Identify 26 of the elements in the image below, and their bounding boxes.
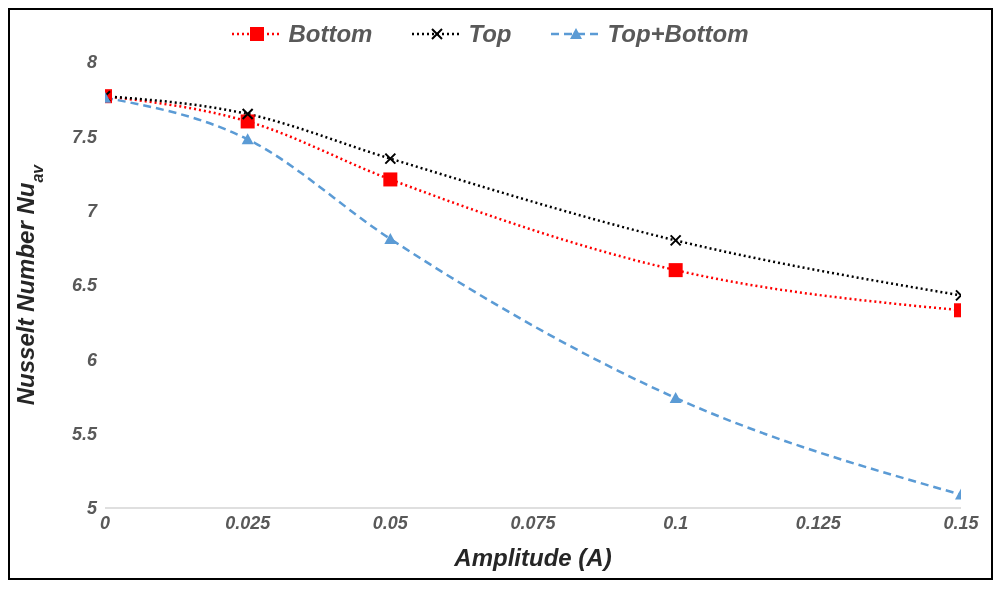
point bbox=[241, 108, 254, 121]
point bbox=[668, 263, 683, 278]
x-tick-label: 0.025 bbox=[225, 512, 272, 533]
x-tick-label: 0.1 bbox=[663, 512, 689, 533]
x-tick-label: 0.125 bbox=[795, 512, 842, 533]
x-tick-label: 0.075 bbox=[510, 512, 557, 533]
point bbox=[383, 172, 398, 187]
y-tick-label: 6.5 bbox=[71, 275, 98, 296]
y-tick-label: 6 bbox=[86, 349, 98, 370]
point bbox=[669, 391, 682, 403]
x-tick-label: 0.15 bbox=[943, 512, 980, 533]
y-tick-label: 5 bbox=[86, 498, 98, 519]
point bbox=[669, 234, 682, 247]
legend-label: Bottom bbox=[288, 20, 373, 48]
legend-label: Top bbox=[468, 20, 512, 48]
y-tick-label: 5.5 bbox=[71, 424, 98, 445]
y-tick-label: 7.5 bbox=[71, 126, 98, 147]
point bbox=[384, 152, 397, 165]
y-tick-label: 8 bbox=[86, 52, 97, 73]
x-tick-label: 0 bbox=[99, 512, 111, 533]
y-tick-label: 7 bbox=[86, 201, 98, 222]
point bbox=[241, 133, 254, 145]
point bbox=[384, 232, 397, 244]
x-axis-title: Amplitude (A) bbox=[453, 544, 612, 571]
x-tick-label: 0.05 bbox=[372, 512, 409, 533]
legend-label: Top+Bottom bbox=[607, 20, 749, 48]
